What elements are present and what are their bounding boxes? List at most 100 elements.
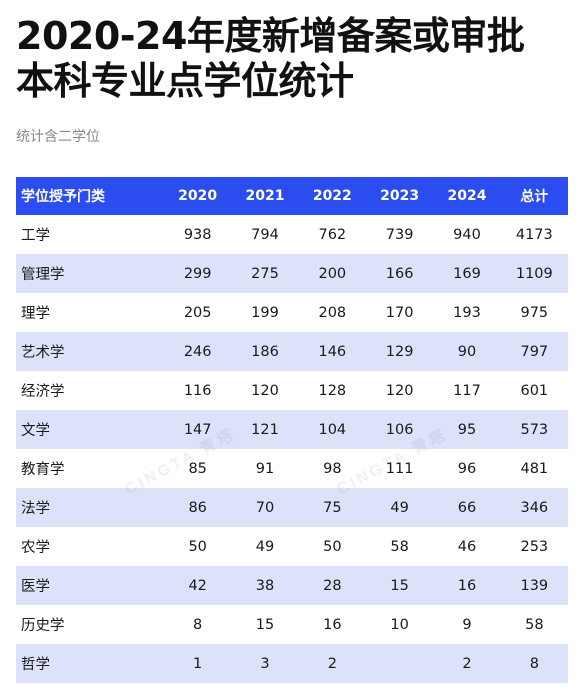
category-cell: 法学 xyxy=(16,488,164,527)
value-cell: 58 xyxy=(525,616,544,633)
value-cell: 275 xyxy=(231,254,299,293)
value-cell: 186 xyxy=(231,332,299,371)
page-title: 2020-24年度新增备案或审批 本科专业点学位统计 xyxy=(16,14,576,104)
category-cell: 艺术学 xyxy=(16,332,164,371)
value-cell: 85 xyxy=(188,460,207,477)
value-cell: 139 xyxy=(500,566,568,605)
value-cell: 940 xyxy=(453,226,481,243)
category-cell: 农学 xyxy=(21,540,50,556)
value-cell: 86 xyxy=(164,488,232,527)
table-row: 医学 42 38 28 15 16 139 xyxy=(16,566,568,605)
value-cell: 10 xyxy=(390,616,409,633)
value-cell: 111 xyxy=(385,460,414,477)
value-cell: 253 xyxy=(520,538,549,555)
value-cell: 95 xyxy=(433,410,501,449)
value-cell: 193 xyxy=(453,304,481,321)
value-cell: 50 xyxy=(323,538,342,555)
category-cell: 文学 xyxy=(16,410,164,449)
value-cell: 2 xyxy=(298,644,366,683)
value-cell: 794 xyxy=(251,226,279,243)
value-cell: 50 xyxy=(188,538,207,555)
table-row: 理学 205 199 208 170 193 975 xyxy=(16,293,568,332)
value-cell: 938 xyxy=(183,226,212,243)
category-cell: 经济学 xyxy=(21,384,65,400)
value-cell: 120 xyxy=(251,382,279,399)
value-cell: 49 xyxy=(255,538,275,555)
category-cell: 教育学 xyxy=(21,462,65,478)
header-2024: 2024 xyxy=(433,177,501,215)
value-cell: 147 xyxy=(164,410,232,449)
table-row: 艺术学 246 186 146 129 90 797 xyxy=(16,332,568,371)
value-cell: 762 xyxy=(318,226,347,243)
subtitle: 统计含二学位 xyxy=(16,129,100,145)
value-cell: 1 xyxy=(164,644,232,683)
category-cell: 医学 xyxy=(16,566,164,605)
value-cell: 1109 xyxy=(500,254,568,293)
table-row: 经济学 116 120 128 120 117 601 xyxy=(16,371,568,410)
category-cell: 工学 xyxy=(21,228,50,244)
value-cell: 739 xyxy=(385,226,414,243)
value-cell: 9 xyxy=(462,616,472,633)
value-cell: 200 xyxy=(298,254,366,293)
value-cell: 170 xyxy=(385,304,414,321)
value-cell: 49 xyxy=(365,488,434,527)
value-cell: 129 xyxy=(365,332,434,371)
value-cell: 66 xyxy=(433,488,501,527)
value-cell: 70 xyxy=(231,488,299,527)
value-cell: 16 xyxy=(323,616,342,633)
value-cell: 42 xyxy=(164,566,232,605)
title-line-2: 本科专业点学位统计 xyxy=(16,59,354,103)
value-cell: 120 xyxy=(385,382,414,399)
header-2020: 2020 xyxy=(164,177,232,215)
table-row: 教育学 85 91 98 111 96 481 xyxy=(16,449,568,488)
value-cell: 573 xyxy=(500,410,568,449)
value-cell: 28 xyxy=(298,566,366,605)
value-cell: 246 xyxy=(164,332,232,371)
value-cell: 90 xyxy=(433,332,501,371)
category-cell: 历史学 xyxy=(21,618,65,634)
value-cell: 8 xyxy=(500,644,568,683)
value-cell: 166 xyxy=(365,254,434,293)
value-cell: 75 xyxy=(298,488,366,527)
value-cell: 3 xyxy=(231,644,299,683)
value-cell: 146 xyxy=(298,332,366,371)
value-cell: 2 xyxy=(433,644,501,683)
category-cell: 管理学 xyxy=(16,254,164,293)
value-cell: 208 xyxy=(318,304,347,321)
value-cell: 199 xyxy=(251,304,279,321)
value-cell: 797 xyxy=(500,332,568,371)
value-cell: 205 xyxy=(183,304,212,321)
value-cell: 96 xyxy=(457,460,477,477)
value-cell: 346 xyxy=(500,488,568,527)
value-cell: 15 xyxy=(255,616,275,633)
value-cell: 8 xyxy=(193,616,203,633)
category-cell: 哲学 xyxy=(16,644,164,683)
value-cell: 98 xyxy=(323,460,342,477)
category-cell: 理学 xyxy=(21,306,50,322)
value-cell xyxy=(365,644,434,683)
value-cell: 128 xyxy=(318,382,347,399)
value-cell: 46 xyxy=(457,538,477,555)
header-2021: 2021 xyxy=(231,177,299,215)
value-cell: 104 xyxy=(298,410,366,449)
title-line-1: 2020-24年度新增备案或审批 xyxy=(16,14,525,58)
table-row: 历史学 8 15 16 10 9 58 xyxy=(16,605,568,644)
value-cell: 116 xyxy=(183,382,212,399)
value-cell: 58 xyxy=(390,538,409,555)
value-cell: 117 xyxy=(453,382,481,399)
value-cell: 299 xyxy=(164,254,232,293)
value-cell: 16 xyxy=(433,566,501,605)
value-cell: 91 xyxy=(255,460,275,477)
header-2023: 2023 xyxy=(365,177,434,215)
value-cell: 38 xyxy=(231,566,299,605)
value-cell: 121 xyxy=(231,410,299,449)
value-cell: 169 xyxy=(433,254,501,293)
table-row: 工学 938 794 762 739 940 4173 xyxy=(16,215,568,254)
table-row: 管理学 299 275 200 166 169 1109 xyxy=(16,254,568,293)
table-row: 法学 86 70 75 49 66 346 xyxy=(16,488,568,527)
header-total: 总计 xyxy=(500,177,568,215)
table-row: 哲学 1 3 2 2 8 xyxy=(16,644,568,683)
value-cell: 4173 xyxy=(515,226,553,243)
value-cell: 975 xyxy=(520,304,549,321)
table-row: 农学 50 49 50 58 46 253 xyxy=(16,527,568,566)
